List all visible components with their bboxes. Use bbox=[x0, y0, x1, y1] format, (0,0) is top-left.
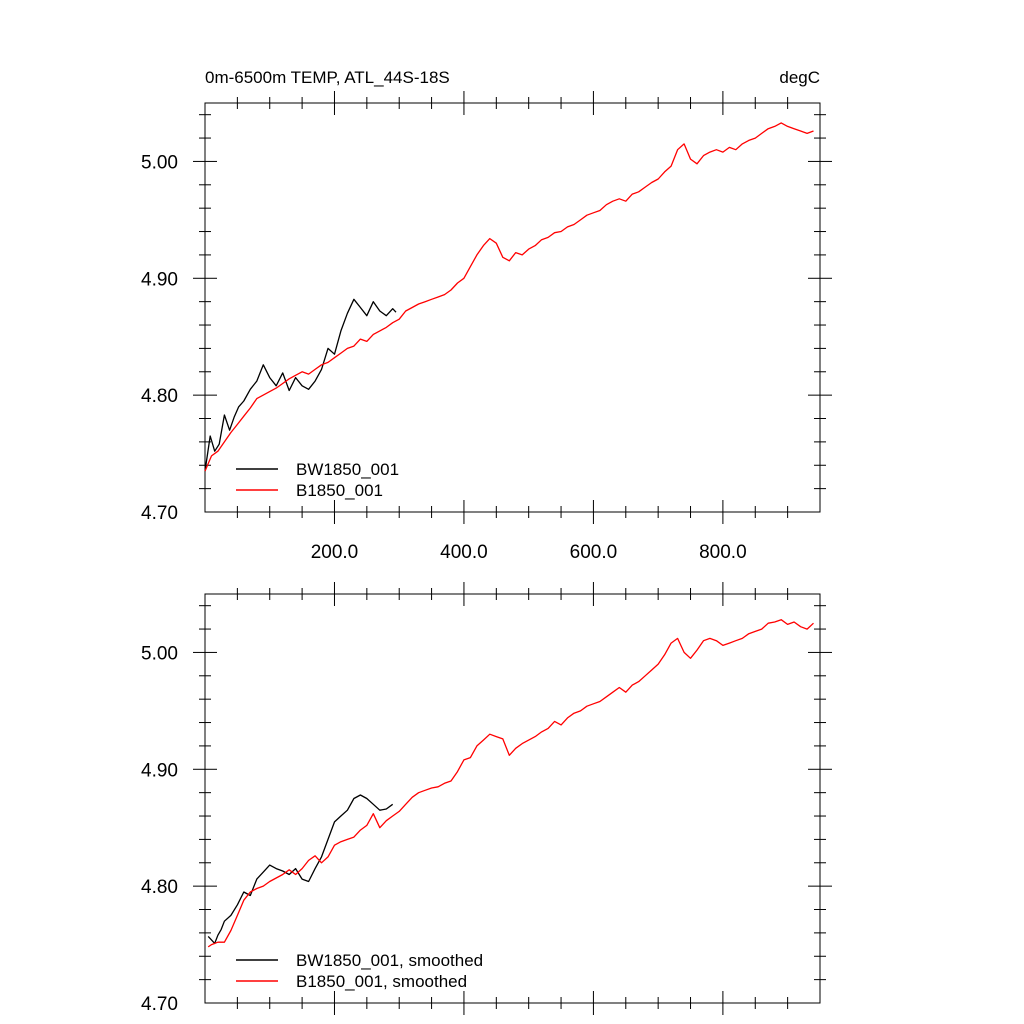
y-tick-label: 5.00 bbox=[141, 152, 178, 173]
bottom-chart-panel: 4.70 4.80 4.90 5.00 BW1850_001, smoothed B185… bbox=[141, 582, 832, 1015]
y-tick-label: 4.90 bbox=[141, 269, 178, 290]
x-tick-label: 800.0 bbox=[699, 542, 747, 563]
x-tick-label: 600.0 bbox=[570, 542, 618, 563]
series-line-bw1850-001-smoothed bbox=[207, 794, 394, 945]
y-tick-label: 4.80 bbox=[141, 386, 178, 407]
series-line-b1850-001 bbox=[204, 122, 814, 472]
top-chart-panel: 4.70 4.80 4.90 5.00 200.0 400.0 600.0 800.0 BW18… bbox=[141, 91, 832, 563]
plot-frame bbox=[204, 593, 821, 1004]
chart-title: 0m-6500m TEMP, ATL_44S-18S bbox=[205, 68, 450, 87]
legend-label: BW1850_001, smoothed bbox=[296, 951, 483, 970]
y-tick-label: 4.80 bbox=[141, 877, 178, 898]
series-line-bw1850-001 bbox=[204, 298, 397, 472]
y-tick-label: 4.70 bbox=[141, 503, 178, 524]
legend-label: BW1850_001 bbox=[296, 460, 399, 479]
x-tick-label: 200.0 bbox=[311, 542, 359, 563]
units-label: degC bbox=[779, 68, 820, 87]
legend-label: B1850_001 bbox=[296, 481, 383, 500]
x-tick-label: 400.0 bbox=[440, 542, 488, 563]
y-tick-label: 4.90 bbox=[141, 760, 178, 781]
y-tick-label: 5.00 bbox=[141, 643, 178, 664]
legend-label: B1850_001, smoothed bbox=[296, 972, 467, 991]
y-tick-label: 4.70 bbox=[141, 994, 178, 1015]
plot-frame bbox=[204, 102, 821, 513]
series-line-b1850-001-smoothed bbox=[207, 619, 814, 948]
